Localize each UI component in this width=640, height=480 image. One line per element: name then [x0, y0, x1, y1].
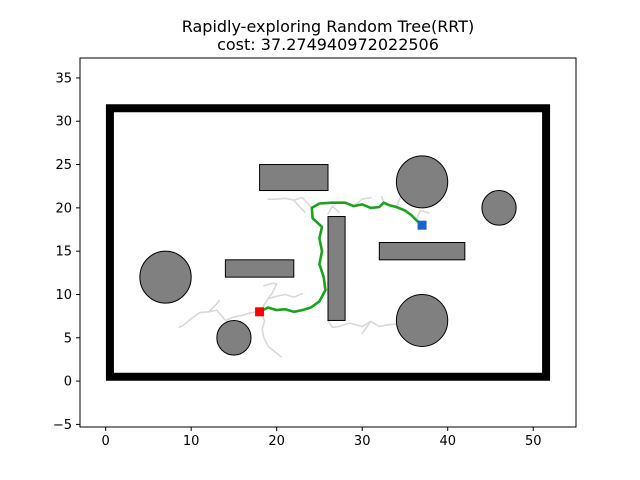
y-tick-label: 0: [64, 375, 72, 390]
tree-branch: [258, 292, 304, 313]
tree-branch: [207, 299, 221, 313]
tree-branch: [352, 196, 372, 207]
rectangle-obstacle: [224, 259, 295, 278]
x-tick-label: 50: [525, 434, 542, 449]
rectangle-obstacle: [327, 216, 346, 321]
map-boundary: [105, 104, 551, 381]
tree-branch: [395, 195, 402, 208]
circle-obstacle: [395, 155, 449, 209]
x-tick-label: 10: [183, 434, 200, 449]
tree-branch: [327, 205, 340, 215]
circle-obstacle: [481, 190, 517, 226]
goal-point-marker: [417, 220, 427, 230]
y-tick-label: 20: [55, 201, 72, 216]
chart-title: Rapidly-exploring Random Tree(RRT): [182, 17, 475, 36]
y-tick-label: 25: [55, 158, 72, 173]
y-tick-label: 5: [64, 331, 72, 346]
plot-area: 0 10 20 30 40 50 −5 0 5 10 15 20 25 30 35: [53, 57, 577, 449]
y-tick-label: 35: [55, 71, 72, 86]
x-tick-label: 0: [102, 434, 110, 449]
rectangle-obstacle: [378, 242, 466, 261]
y-tick-label: 15: [55, 245, 72, 260]
y-tick-label: 30: [55, 115, 72, 130]
tree-branch: [415, 209, 430, 221]
tree-branch: [263, 282, 278, 287]
tree-branch: [267, 196, 313, 209]
circle-obstacle: [395, 293, 449, 347]
rrt-path-line: [258, 201, 424, 314]
tree-branch: [327, 319, 406, 330]
x-tick-label: 20: [268, 434, 285, 449]
axes-frame: [79, 57, 577, 428]
circle-obstacle: [139, 250, 192, 304]
tree-branch: [224, 310, 261, 322]
tree-branch: [292, 199, 306, 213]
tree-branch: [207, 309, 227, 322]
circle-obstacle: [216, 319, 252, 356]
y-tick-label: 10: [55, 288, 72, 303]
x-tick-label: 30: [354, 434, 371, 449]
tree-branch: [178, 310, 210, 329]
rectangle-obstacle: [259, 164, 329, 192]
tree-branch: [361, 320, 372, 335]
chart-subtitle: cost: 37.274940972022506: [217, 35, 439, 54]
y-tick-label: −5: [53, 418, 72, 433]
tree-branch: [267, 283, 278, 300]
tree-branch: [258, 310, 282, 358]
start-point-marker: [255, 307, 265, 317]
x-tick-label: 40: [439, 434, 456, 449]
